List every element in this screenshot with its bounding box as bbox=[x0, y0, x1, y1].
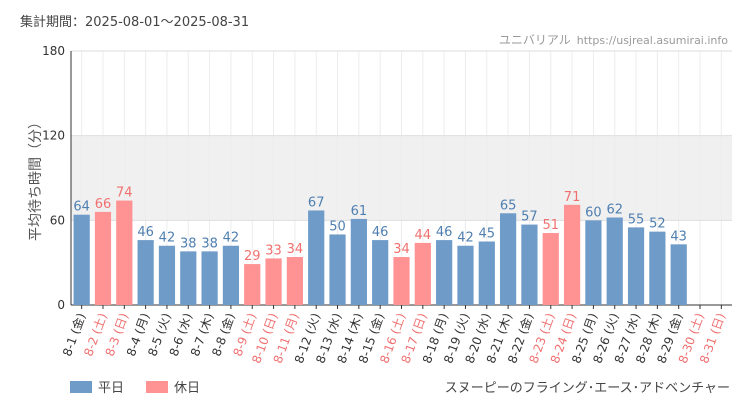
bar-9 bbox=[244, 264, 261, 305]
bar-value-label: 64 bbox=[73, 200, 90, 215]
bar-20 bbox=[478, 241, 495, 305]
y-tick-label: 120 bbox=[42, 129, 65, 143]
bar-21 bbox=[500, 213, 517, 305]
chart-legend: 平日 休日 bbox=[70, 377, 222, 396]
bar-11 bbox=[286, 257, 303, 305]
bar-value-label: 33 bbox=[265, 243, 282, 258]
bar-24 bbox=[563, 204, 581, 305]
bar-10 bbox=[265, 258, 282, 305]
site-name: ユニバリアル bbox=[498, 33, 571, 47]
bar-value-label: 62 bbox=[606, 203, 623, 218]
bar-value-label: 61 bbox=[351, 204, 368, 219]
bar-17 bbox=[414, 242, 431, 305]
bar-value-label: 60 bbox=[585, 205, 602, 220]
bar-value-label: 42 bbox=[457, 231, 474, 246]
bar-28 bbox=[649, 231, 666, 305]
bar-26 bbox=[606, 217, 623, 305]
bar-value-label: 34 bbox=[393, 242, 410, 257]
bar-value-label: 71 bbox=[564, 190, 581, 205]
bar-23 bbox=[542, 233, 559, 305]
bar-6 bbox=[180, 251, 197, 305]
legend-item-weekday: 平日 bbox=[70, 377, 124, 396]
bar-1 bbox=[73, 214, 90, 305]
bar-14 bbox=[350, 218, 367, 305]
bar-2 bbox=[94, 211, 112, 305]
bar-value-label: 38 bbox=[201, 236, 218, 251]
bar-value-label: 44 bbox=[415, 228, 432, 243]
bar-value-label: 51 bbox=[542, 218, 559, 233]
legend-label-weekday: 平日 bbox=[98, 381, 125, 396]
bar-22 bbox=[521, 224, 538, 305]
bar-7 bbox=[201, 251, 218, 305]
bar-value-label: 67 bbox=[308, 195, 325, 210]
site-url[interactable]: https://usjreal.asumirai.info bbox=[576, 34, 728, 47]
bar-value-label: 29 bbox=[244, 249, 261, 264]
period-label: 集計期間：2025-08-01〜2025-08-31 bbox=[20, 15, 250, 30]
bar-12 bbox=[308, 210, 325, 305]
source-attribution[interactable]: ユニバリアル https://usjreal.asumirai.info bbox=[499, 31, 728, 48]
bar-8 bbox=[222, 245, 240, 305]
bar-13 bbox=[329, 234, 346, 305]
attraction-name: スヌーピーのフライング･エース･アドベンチャー bbox=[444, 381, 730, 396]
bar-value-label: 66 bbox=[95, 197, 112, 212]
bar-4 bbox=[137, 240, 154, 305]
bar-19 bbox=[457, 245, 474, 305]
y-tick-label: 0 bbox=[57, 298, 65, 312]
y-tick-label: 60 bbox=[50, 213, 65, 227]
bar-value-label: 74 bbox=[116, 186, 133, 201]
bar-value-label: 65 bbox=[500, 198, 517, 213]
bar-value-label: 55 bbox=[628, 212, 645, 227]
bar-3 bbox=[116, 200, 133, 305]
bar-value-label: 38 bbox=[180, 236, 197, 251]
bar-value-label: 46 bbox=[137, 225, 154, 240]
bar-15 bbox=[372, 240, 389, 305]
bar-value-label: 45 bbox=[479, 227, 496, 242]
legend-label-holiday: 休日 bbox=[174, 381, 201, 396]
bar-5 bbox=[158, 245, 176, 305]
bar-value-label: 52 bbox=[649, 217, 666, 232]
bar-value-label: 34 bbox=[287, 242, 304, 257]
bar-16 bbox=[393, 257, 410, 305]
bar-value-label: 46 bbox=[436, 225, 453, 240]
bar-25 bbox=[585, 220, 602, 305]
y-tick-label: 180 bbox=[42, 44, 65, 58]
bar-value-label: 42 bbox=[223, 231, 240, 246]
bar-value-label: 43 bbox=[670, 229, 687, 244]
bar-value-label: 50 bbox=[329, 219, 346, 234]
bar-value-label: 42 bbox=[159, 231, 176, 246]
bar-value-label: 57 bbox=[521, 210, 538, 225]
bar-value-label: 46 bbox=[372, 225, 389, 240]
bar-27 bbox=[627, 227, 645, 305]
bar-18 bbox=[436, 240, 453, 305]
bar-29 bbox=[670, 244, 687, 305]
legend-item-holiday: 休日 bbox=[146, 377, 200, 396]
legend-swatch-weekday bbox=[70, 380, 92, 393]
y-axis-label: 平均待ち時間（分） bbox=[28, 115, 44, 241]
legend-swatch-holiday bbox=[146, 380, 169, 393]
